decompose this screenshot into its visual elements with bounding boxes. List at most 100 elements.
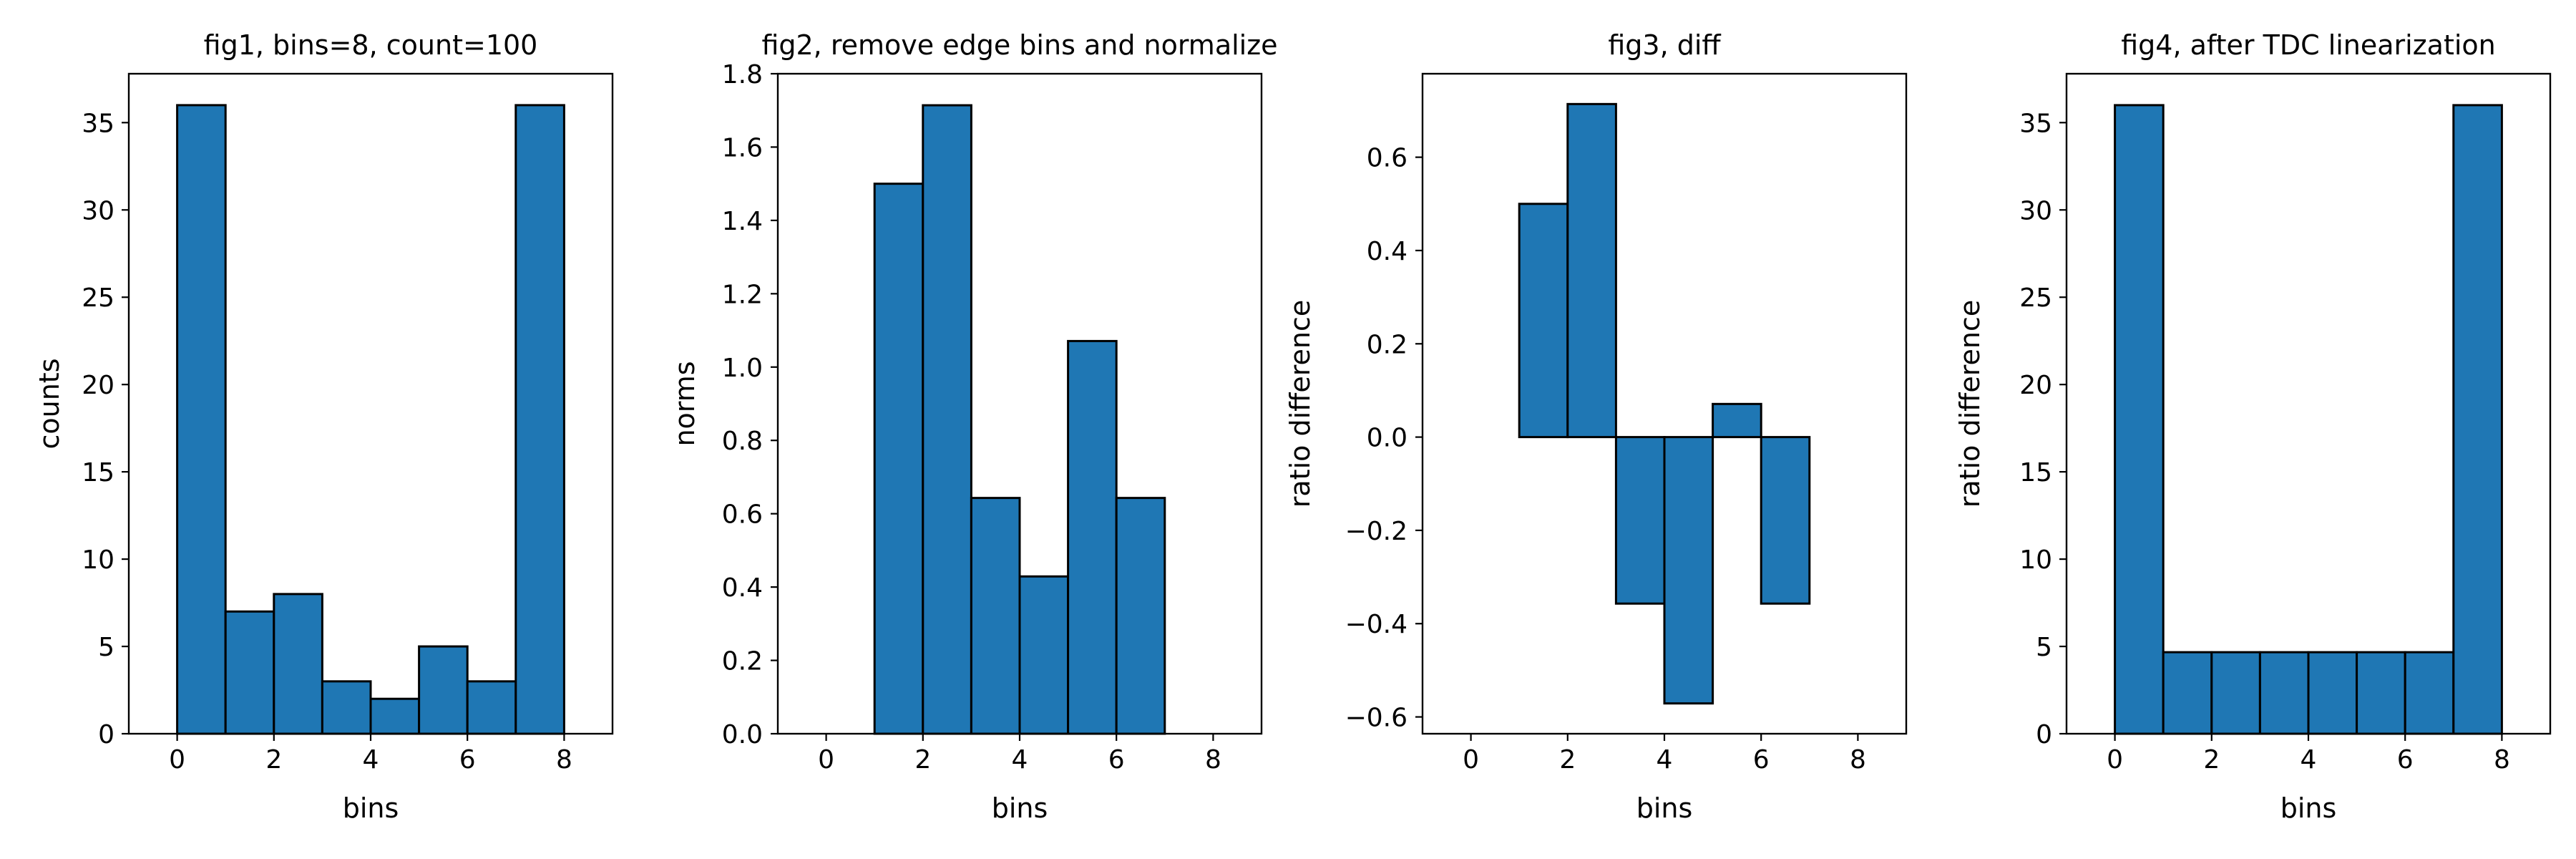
- x-axis-label: bins: [1636, 792, 1693, 824]
- y-tick-label: 30: [2019, 196, 2052, 225]
- y-tick-label: −0.2: [1345, 517, 1407, 546]
- chart-title: fig4, after TDC linearization: [2121, 29, 2496, 61]
- x-tick-label: 0: [818, 745, 834, 775]
- y-tick-label: 1.6: [722, 133, 763, 162]
- x-tick-label: 6: [1108, 745, 1125, 775]
- y-tick-label: 5: [98, 633, 114, 662]
- y-tick-label: 25: [82, 283, 114, 313]
- histogram-bar-3: [1663, 436, 1714, 705]
- y-tick-label: 0.0: [1367, 424, 1407, 453]
- bars: [176, 104, 565, 735]
- x-axis-label: bins: [992, 792, 1048, 824]
- histogram-bar-4: [1712, 402, 1762, 439]
- y-tick-label: −0.6: [1345, 704, 1407, 733]
- histogram-bar-1: [922, 104, 972, 735]
- panel-fig3: fig3, diff 0 2 4 6 8 −0.6 −0.4 −0.2 0.0 0.2 0.4 0.6…: [1284, 29, 1908, 824]
- histogram-bar-5: [1115, 497, 1166, 735]
- y-tick-label: 0.0: [722, 720, 763, 749]
- ticks: 0 2 4 6 8 0 5 10 15 20 25 30 35: [82, 109, 572, 775]
- histogram-bar-2: [2210, 651, 2261, 735]
- y-tick-label: 0.4: [1367, 237, 1407, 266]
- histogram-bar-3: [1018, 575, 1070, 735]
- y-tick-label: 30: [82, 196, 114, 225]
- y-tick-label: 35: [2019, 109, 2052, 138]
- histogram-bar-0: [2114, 104, 2165, 735]
- ticks: 0 2 4 6 8 0.0 0.2 0.4 0.6 0.8 1.0 1.2 1.4 1.6 1.8: [722, 60, 1221, 775]
- histogram-bar-7: [2452, 104, 2503, 735]
- y-tick-label: 0.6: [1367, 144, 1407, 173]
- y-tick-label: 35: [82, 109, 114, 138]
- y-tick-label: 0.2: [722, 647, 763, 676]
- histogram-bar-4: [2307, 651, 2358, 735]
- y-tick-label: −0.4: [1345, 610, 1407, 639]
- x-axis-label: bins: [343, 792, 399, 824]
- y-axis-label: norms: [669, 361, 701, 446]
- x-tick-label: 4: [1657, 745, 1673, 775]
- histogram-bar-6: [466, 680, 517, 735]
- chart-title: fig2, remove edge bins and normalize: [761, 29, 1277, 61]
- histogram-bar-5: [1760, 436, 1811, 605]
- y-tick-label: 15: [2019, 458, 2052, 487]
- histogram-bar-1: [224, 610, 275, 735]
- x-tick-label: 2: [1559, 745, 1576, 775]
- x-tick-label: 8: [1205, 745, 1221, 775]
- y-tick-label: 25: [2019, 283, 2052, 313]
- y-tick-label: 15: [82, 458, 114, 487]
- histogram-bar-3: [2258, 651, 2310, 735]
- bars: [1518, 102, 1811, 705]
- bars: [2114, 104, 2503, 735]
- y-tick-label: 20: [82, 371, 114, 400]
- x-tick-label: 6: [1753, 745, 1770, 775]
- y-tick-label: 0: [2036, 720, 2052, 749]
- x-tick-label: 8: [2494, 745, 2510, 775]
- histogram-bar-2: [1614, 436, 1666, 605]
- x-tick-label: 2: [914, 745, 931, 775]
- y-tick-label: 5: [2036, 633, 2052, 662]
- ticks: 0 2 4 6 8 0 5 10 15 20 25 30 35: [2019, 109, 2510, 775]
- y-axis-label: counts: [34, 358, 65, 449]
- y-tick-label: 0.2: [1367, 330, 1407, 359]
- x-axis-label: bins: [2280, 792, 2337, 824]
- histogram-bar-4: [1067, 339, 1118, 735]
- bars: [873, 104, 1166, 735]
- axes-frame: [127, 72, 614, 735]
- histogram-bar-4: [369, 697, 421, 735]
- x-tick-label: 4: [363, 745, 379, 775]
- x-tick-label: 8: [556, 745, 572, 775]
- x-tick-label: 2: [265, 745, 282, 775]
- histogram-bar-2: [273, 593, 323, 735]
- y-tick-label: 20: [2019, 371, 2052, 400]
- histogram-bar-0: [1518, 203, 1569, 439]
- histogram-bar-5: [2356, 651, 2406, 735]
- y-axis-label: ratio difference: [1284, 300, 1316, 508]
- axes-frame: [2065, 72, 2552, 735]
- chart-title: fig3, diff: [1608, 29, 1721, 61]
- x-tick-label: 0: [1463, 745, 1479, 775]
- histogram-bar-2: [970, 497, 1021, 735]
- y-tick-label: 0.6: [722, 500, 763, 530]
- histogram-bar-3: [321, 680, 372, 735]
- histogram-bar-1: [1566, 102, 1617, 439]
- axes-frame: [776, 72, 1263, 735]
- x-tick-label: 4: [1012, 745, 1028, 775]
- histogram-bar-6: [2404, 651, 2455, 735]
- y-tick-label: 10: [82, 545, 114, 575]
- axes-frame: [1421, 72, 1908, 735]
- y-tick-label: 1.4: [722, 207, 763, 236]
- x-tick-label: 0: [169, 745, 185, 775]
- panel-fig1: fig1, bins=8, count=100 0 2 4 6 8 0 5 10 15 20 25 3…: [34, 29, 614, 824]
- y-tick-label: 0: [98, 720, 114, 749]
- y-tick-label: 1.8: [722, 60, 763, 89]
- x-tick-label: 8: [1850, 745, 1866, 775]
- histogram-bar-0: [873, 183, 924, 735]
- panel-fig2: fig2, remove edge bins and normalize 0 2 4…: [669, 29, 1278, 824]
- y-axis-label: ratio difference: [1954, 300, 1986, 508]
- histogram-bar-7: [514, 104, 565, 735]
- ticks: 0 2 4 6 8 −0.6 −0.4 −0.2 0.0 0.2 0.4 0.6: [1345, 144, 1866, 775]
- x-tick-label: 4: [2301, 745, 2317, 775]
- x-tick-label: 6: [2397, 745, 2414, 775]
- y-tick-label: 0.8: [722, 427, 763, 456]
- x-tick-label: 0: [2107, 745, 2123, 775]
- histogram-bar-1: [2162, 651, 2213, 735]
